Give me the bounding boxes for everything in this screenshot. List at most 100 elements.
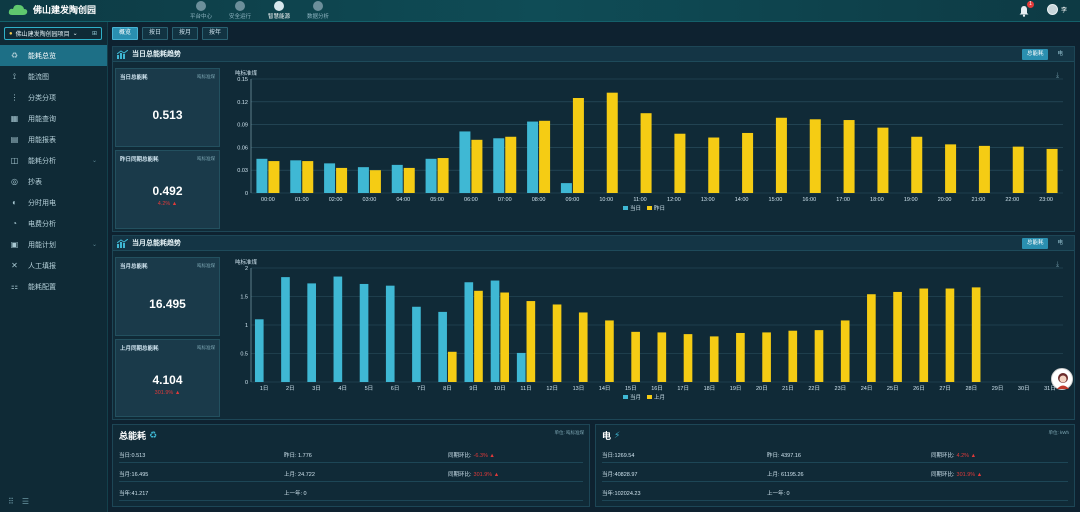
bar-previous[interactable]: [945, 288, 955, 382]
bar-current[interactable]: [464, 282, 474, 382]
bar-previous[interactable]: [336, 167, 348, 193]
bar-previous[interactable]: [437, 158, 449, 193]
bar-current[interactable]: [438, 311, 447, 382]
bar-previous[interactable]: [978, 145, 990, 193]
legend-label[interactable]: 当日: [630, 204, 641, 212]
sidebar-item[interactable]: ⟟ 能流图: [0, 66, 107, 87]
legend-label[interactable]: 昨日: [654, 204, 665, 212]
bar-current[interactable]: [516, 352, 526, 382]
bar-previous[interactable]: [268, 161, 280, 193]
project-select[interactable]: ● 佛山建发陶创园项目 ⌄ ⊞: [4, 27, 102, 40]
bar-previous[interactable]: [505, 136, 517, 193]
bar-previous[interactable]: [843, 120, 855, 193]
sidebar-item[interactable]: ◐ 分时用电: [0, 192, 107, 213]
bar-current[interactable]: [527, 121, 539, 193]
bar-previous[interactable]: [1046, 148, 1058, 193]
bar-previous[interactable]: [1012, 146, 1024, 193]
sidebar-item[interactable]: ◫ 能耗分析 ⌄: [0, 150, 107, 171]
legend-label[interactable]: 上月: [654, 393, 665, 401]
bar-previous[interactable]: [971, 287, 981, 382]
sidebar-item[interactable]: ⋮ 分类分项: [0, 87, 107, 108]
bar-previous[interactable]: [474, 290, 483, 382]
bar-previous[interactable]: [578, 312, 588, 382]
bar-current[interactable]: [307, 283, 316, 382]
bar-previous[interactable]: [809, 119, 821, 193]
bar-previous[interactable]: [945, 144, 957, 193]
tab[interactable]: 按月: [172, 27, 199, 40]
bar-previous[interactable]: [683, 334, 693, 382]
total-energy-button[interactable]: 总能耗: [1021, 237, 1049, 249]
bar-previous[interactable]: [919, 288, 929, 382]
bar-previous[interactable]: [447, 351, 457, 382]
bar-previous[interactable]: [631, 331, 640, 382]
topnav-item[interactable]: 智慧能源: [264, 1, 294, 20]
bar-current[interactable]: [357, 167, 369, 193]
bar-previous[interactable]: [302, 161, 314, 193]
bar-previous[interactable]: [708, 137, 720, 193]
bar-previous[interactable]: [788, 330, 798, 382]
brand[interactable]: 佛山建发陶创园: [8, 3, 96, 16]
bar-current[interactable]: [281, 277, 290, 382]
sidebar-item[interactable]: ◔ 电费分析: [0, 213, 107, 234]
bar-previous[interactable]: [539, 120, 551, 193]
sidebar-item[interactable]: ▣ 用能计划 ⌄: [0, 234, 107, 255]
download-icon[interactable]: ⤓: [1056, 72, 1060, 79]
bar-previous[interactable]: [471, 139, 483, 193]
bar-previous[interactable]: [840, 320, 850, 382]
collapse-sidebar-icon[interactable]: ☰: [21, 497, 30, 506]
bar-current[interactable]: [324, 163, 336, 193]
bar-current[interactable]: [412, 306, 421, 382]
bar-previous[interactable]: [867, 294, 876, 382]
bar-current[interactable]: [290, 160, 302, 193]
bar-previous[interactable]: [403, 167, 415, 193]
tab[interactable]: 概览: [112, 27, 139, 40]
topnav-item[interactable]: 数据分析: [303, 1, 333, 20]
bar-previous[interactable]: [911, 136, 923, 193]
bar-current[interactable]: [256, 158, 268, 193]
sidebar-item[interactable]: ✕ 人工填报: [0, 255, 107, 276]
user-menu[interactable]: 李: [1047, 4, 1067, 15]
bar-previous[interactable]: [877, 127, 889, 193]
bell-icon[interactable]: [1018, 5, 1030, 17]
electricity-button[interactable]: 电: [1057, 239, 1063, 246]
bar-previous[interactable]: [893, 291, 902, 382]
bar-previous[interactable]: [742, 132, 754, 193]
bar-previous[interactable]: [674, 133, 686, 193]
tab[interactable]: 按日: [142, 27, 169, 40]
sidebar-item[interactable]: ♻ 能耗总览: [0, 45, 107, 66]
bar-previous[interactable]: [606, 92, 618, 193]
assistant-avatar[interactable]: [1051, 368, 1073, 390]
legend-label[interactable]: 当月: [630, 393, 641, 401]
download-icon[interactable]: ⤓: [1056, 261, 1060, 268]
bar-current[interactable]: [359, 283, 369, 382]
bar-previous[interactable]: [657, 332, 667, 382]
bar-previous[interactable]: [775, 117, 787, 193]
bar-current[interactable]: [490, 280, 500, 382]
electricity-button[interactable]: 电: [1057, 50, 1063, 57]
bar-previous[interactable]: [709, 336, 719, 382]
sidebar-item[interactable]: ◎ 抄表: [0, 171, 107, 192]
bar-previous[interactable]: [762, 332, 771, 382]
total-energy-button[interactable]: 总能耗: [1021, 48, 1049, 60]
bar-previous[interactable]: [572, 98, 584, 193]
bar-current[interactable]: [254, 319, 264, 382]
bar-previous[interactable]: [526, 301, 536, 382]
bar-previous[interactable]: [640, 113, 652, 193]
topnav-item[interactable]: 安全运行: [225, 1, 255, 20]
bar-previous[interactable]: [605, 320, 614, 382]
bar-current[interactable]: [493, 138, 505, 193]
sidebar-item[interactable]: ⚏ 能耗配置: [0, 276, 107, 297]
bar-current[interactable]: [333, 276, 343, 382]
bar-previous[interactable]: [814, 330, 824, 382]
bar-current[interactable]: [459, 131, 471, 193]
tab[interactable]: 按年: [202, 27, 229, 40]
bar-previous[interactable]: [500, 292, 509, 382]
sidebar-item[interactable]: ▤ 用能报表: [0, 129, 107, 150]
bar-previous[interactable]: [552, 304, 562, 382]
bar-current[interactable]: [385, 285, 395, 382]
sidebar-item[interactable]: ▦ 用能查询: [0, 108, 107, 129]
bar-previous[interactable]: [736, 332, 745, 382]
grid-view-icon[interactable]: ⠿: [8, 497, 14, 506]
bar-current[interactable]: [391, 164, 403, 193]
bar-current[interactable]: [425, 158, 437, 193]
